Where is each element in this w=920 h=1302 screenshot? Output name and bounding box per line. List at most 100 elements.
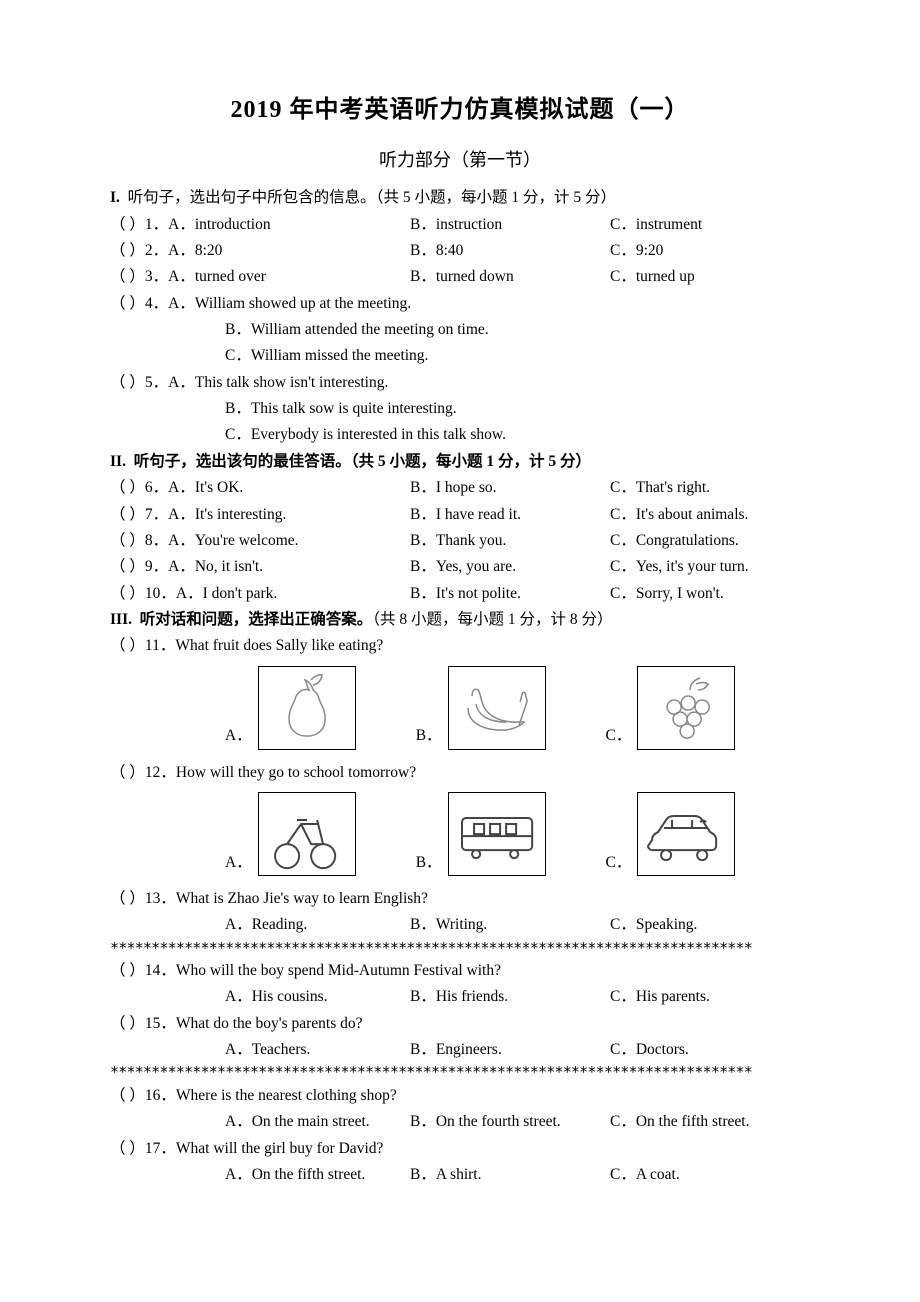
q11-a-label: A．	[225, 723, 252, 749]
q4-blank[interactable]: （ ）	[110, 295, 145, 312]
q8-row: （ ）8．A．You're welcome. B．Thank you. C．Co…	[110, 528, 810, 554]
pear-icon	[258, 666, 356, 750]
q2-c: C．9:20	[610, 238, 810, 264]
section-2-label: II.	[110, 453, 126, 470]
q8-n: 8．	[145, 532, 168, 549]
q15-blank[interactable]: （ ）	[110, 1015, 145, 1032]
q17-stem-row: （ ）17．What will the girl buy for David?	[110, 1136, 810, 1162]
q7-a: A．It's interesting.	[168, 506, 286, 523]
q5-blank[interactable]: （ ）	[110, 374, 145, 391]
section-1-pts: （共 5 小题，每小题 1 分，计 5 分）	[376, 189, 616, 206]
q1-row: （ ）1．A．introduction B．instruction C．inst…	[110, 212, 810, 238]
q9-b: B．Yes, you are.	[410, 554, 610, 580]
section-3-pts: （共 8 小题，每小题 1 分，计 8 分）	[372, 611, 612, 628]
q15-c: C．Doctors.	[610, 1037, 810, 1063]
q10-row: （ ）10．A．I don't park. B．It's not polite.…	[110, 581, 810, 607]
q11-blank[interactable]: （ ）	[110, 637, 145, 654]
section-1-label: I.	[110, 189, 120, 206]
q6-row: （ ）6．A．It's OK. B．I hope so. C．That's ri…	[110, 475, 810, 501]
q13-n: 13．	[145, 890, 176, 907]
section-2-text: 听句子，选出该句的最佳答语。	[134, 453, 351, 470]
q4-c: C．William missed the meeting.	[110, 343, 810, 369]
q10-blank[interactable]: （ ）	[110, 585, 145, 602]
q1-b: B．instruction	[410, 212, 610, 238]
section-3-label: III.	[110, 611, 132, 628]
q2-b: B．8:40	[410, 238, 610, 264]
q3-blank[interactable]: （ ）	[110, 268, 145, 285]
q6-blank[interactable]: （ ）	[110, 479, 145, 496]
q1-blank[interactable]: （ ）	[110, 216, 145, 233]
q13-blank[interactable]: （ ）	[110, 890, 145, 907]
q5-row: （ ）5．A．This talk show isn't interesting.	[110, 370, 810, 396]
q13-c: C．Speaking.	[610, 912, 810, 938]
q9-n: 9．	[145, 558, 168, 575]
q16-blank[interactable]: （ ）	[110, 1087, 145, 1104]
section-2-pts: （共 5 小题，每小题 1 分，计 5 分）	[351, 453, 591, 470]
q8-b: B．Thank you.	[410, 528, 610, 554]
divider-1: ****************************************…	[110, 939, 810, 959]
q17-blank[interactable]: （ ）	[110, 1140, 145, 1157]
q10-n: 10．	[145, 585, 176, 602]
q15-options: A．Teachers. B．Engineers. C．Doctors.	[110, 1037, 810, 1063]
q11-c-label: C．	[606, 723, 632, 749]
q15-n: 15．	[145, 1015, 176, 1032]
q13-options: A．Reading. B．Writing. C．Speaking.	[110, 912, 810, 938]
q14-blank[interactable]: （ ）	[110, 962, 145, 979]
q15-a: A．Teachers.	[110, 1037, 410, 1063]
divider-2: ****************************************…	[110, 1063, 810, 1083]
q10-a: A．I don't park.	[176, 585, 277, 602]
q7-blank[interactable]: （ ）	[110, 506, 145, 523]
q16-c: C．On the fifth street.	[610, 1109, 810, 1135]
banana-icon	[448, 666, 546, 750]
q17-options: A．On the fifth street. B．A shirt. C．A co…	[110, 1162, 810, 1188]
q3-row: （ ）3．A．turned over B．turned down C．turne…	[110, 264, 810, 290]
q2-n: 2．	[145, 242, 168, 259]
q1-a: A．introduction	[168, 216, 270, 233]
section-2-header: II. 听句子，选出该句的最佳答语。（共 5 小题，每小题 1 分，计 5 分）	[110, 449, 810, 475]
q3-n: 3．	[145, 268, 168, 285]
q6-b: B．I hope so.	[410, 475, 610, 501]
section-1-text: 听句子，选出句子中所包含的信息。	[128, 189, 376, 206]
q11-options: A． B． C．	[110, 666, 810, 750]
q8-c: C．Congratulations.	[610, 528, 810, 554]
doc-subtitle: 听力部分（第一节）	[110, 145, 810, 176]
grapes-icon	[637, 666, 735, 750]
q7-row: （ ）7．A．It's interesting. B．I have read i…	[110, 502, 810, 528]
q17-stem: What will the girl buy for David?	[176, 1140, 383, 1157]
q2-row: （ ）2．A．8:20 B．8:40 C．9:20	[110, 238, 810, 264]
q13-a: A．Reading.	[110, 912, 410, 938]
q13-stem: What is Zhao Jie's way to learn English?	[176, 890, 428, 907]
q16-b: B．On the fourth street.	[410, 1109, 610, 1135]
q5-c: C．Everybody is interested in this talk s…	[110, 422, 810, 448]
q5-n: 5．	[145, 374, 168, 391]
q14-stem-row: （ ）14．Who will the boy spend Mid-Autumn …	[110, 958, 810, 984]
q6-c: C．That's right.	[610, 475, 810, 501]
q8-blank[interactable]: （ ）	[110, 532, 145, 549]
q14-a: A．His cousins.	[110, 984, 410, 1010]
q3-a: A．turned over	[168, 268, 266, 285]
q7-b: B．I have read it.	[410, 502, 610, 528]
q12-blank[interactable]: （ ）	[110, 764, 145, 781]
q2-blank[interactable]: （ ）	[110, 242, 145, 259]
q16-options: A．On the main street. B．On the fourth st…	[110, 1109, 810, 1135]
q11-stem: What fruit does Sally like eating?	[175, 637, 383, 654]
q5-a: A．This talk show isn't interesting.	[168, 374, 388, 391]
q12-stem: How will they go to school tomorrow?	[176, 764, 416, 781]
q15-stem: What do the boy's parents do?	[176, 1015, 363, 1032]
q6-a: A．It's OK.	[168, 479, 243, 496]
q14-options: A．His cousins. B．His friends. C．His pare…	[110, 984, 810, 1010]
q10-c: C．Sorry, I won't.	[610, 581, 810, 607]
q12-b-label: B．	[416, 850, 442, 876]
q7-n: 7．	[145, 506, 168, 523]
section-3-text: 听对话和问题，选择出正确答案。	[140, 611, 373, 628]
q11-n: 11．	[145, 637, 175, 654]
q13-b: B．Writing.	[410, 912, 610, 938]
q3-b: B．turned down	[410, 264, 610, 290]
q9-blank[interactable]: （ ）	[110, 558, 145, 575]
q16-n: 16．	[145, 1087, 176, 1104]
q4-row: （ ）4．A．William showed up at the meeting.	[110, 291, 810, 317]
q15-stem-row: （ ）15．What do the boy's parents do?	[110, 1011, 810, 1037]
car-icon	[637, 792, 735, 876]
q14-n: 14．	[145, 962, 176, 979]
doc-title: 2019 年中考英语听力仿真模拟试题（一）	[110, 90, 810, 131]
